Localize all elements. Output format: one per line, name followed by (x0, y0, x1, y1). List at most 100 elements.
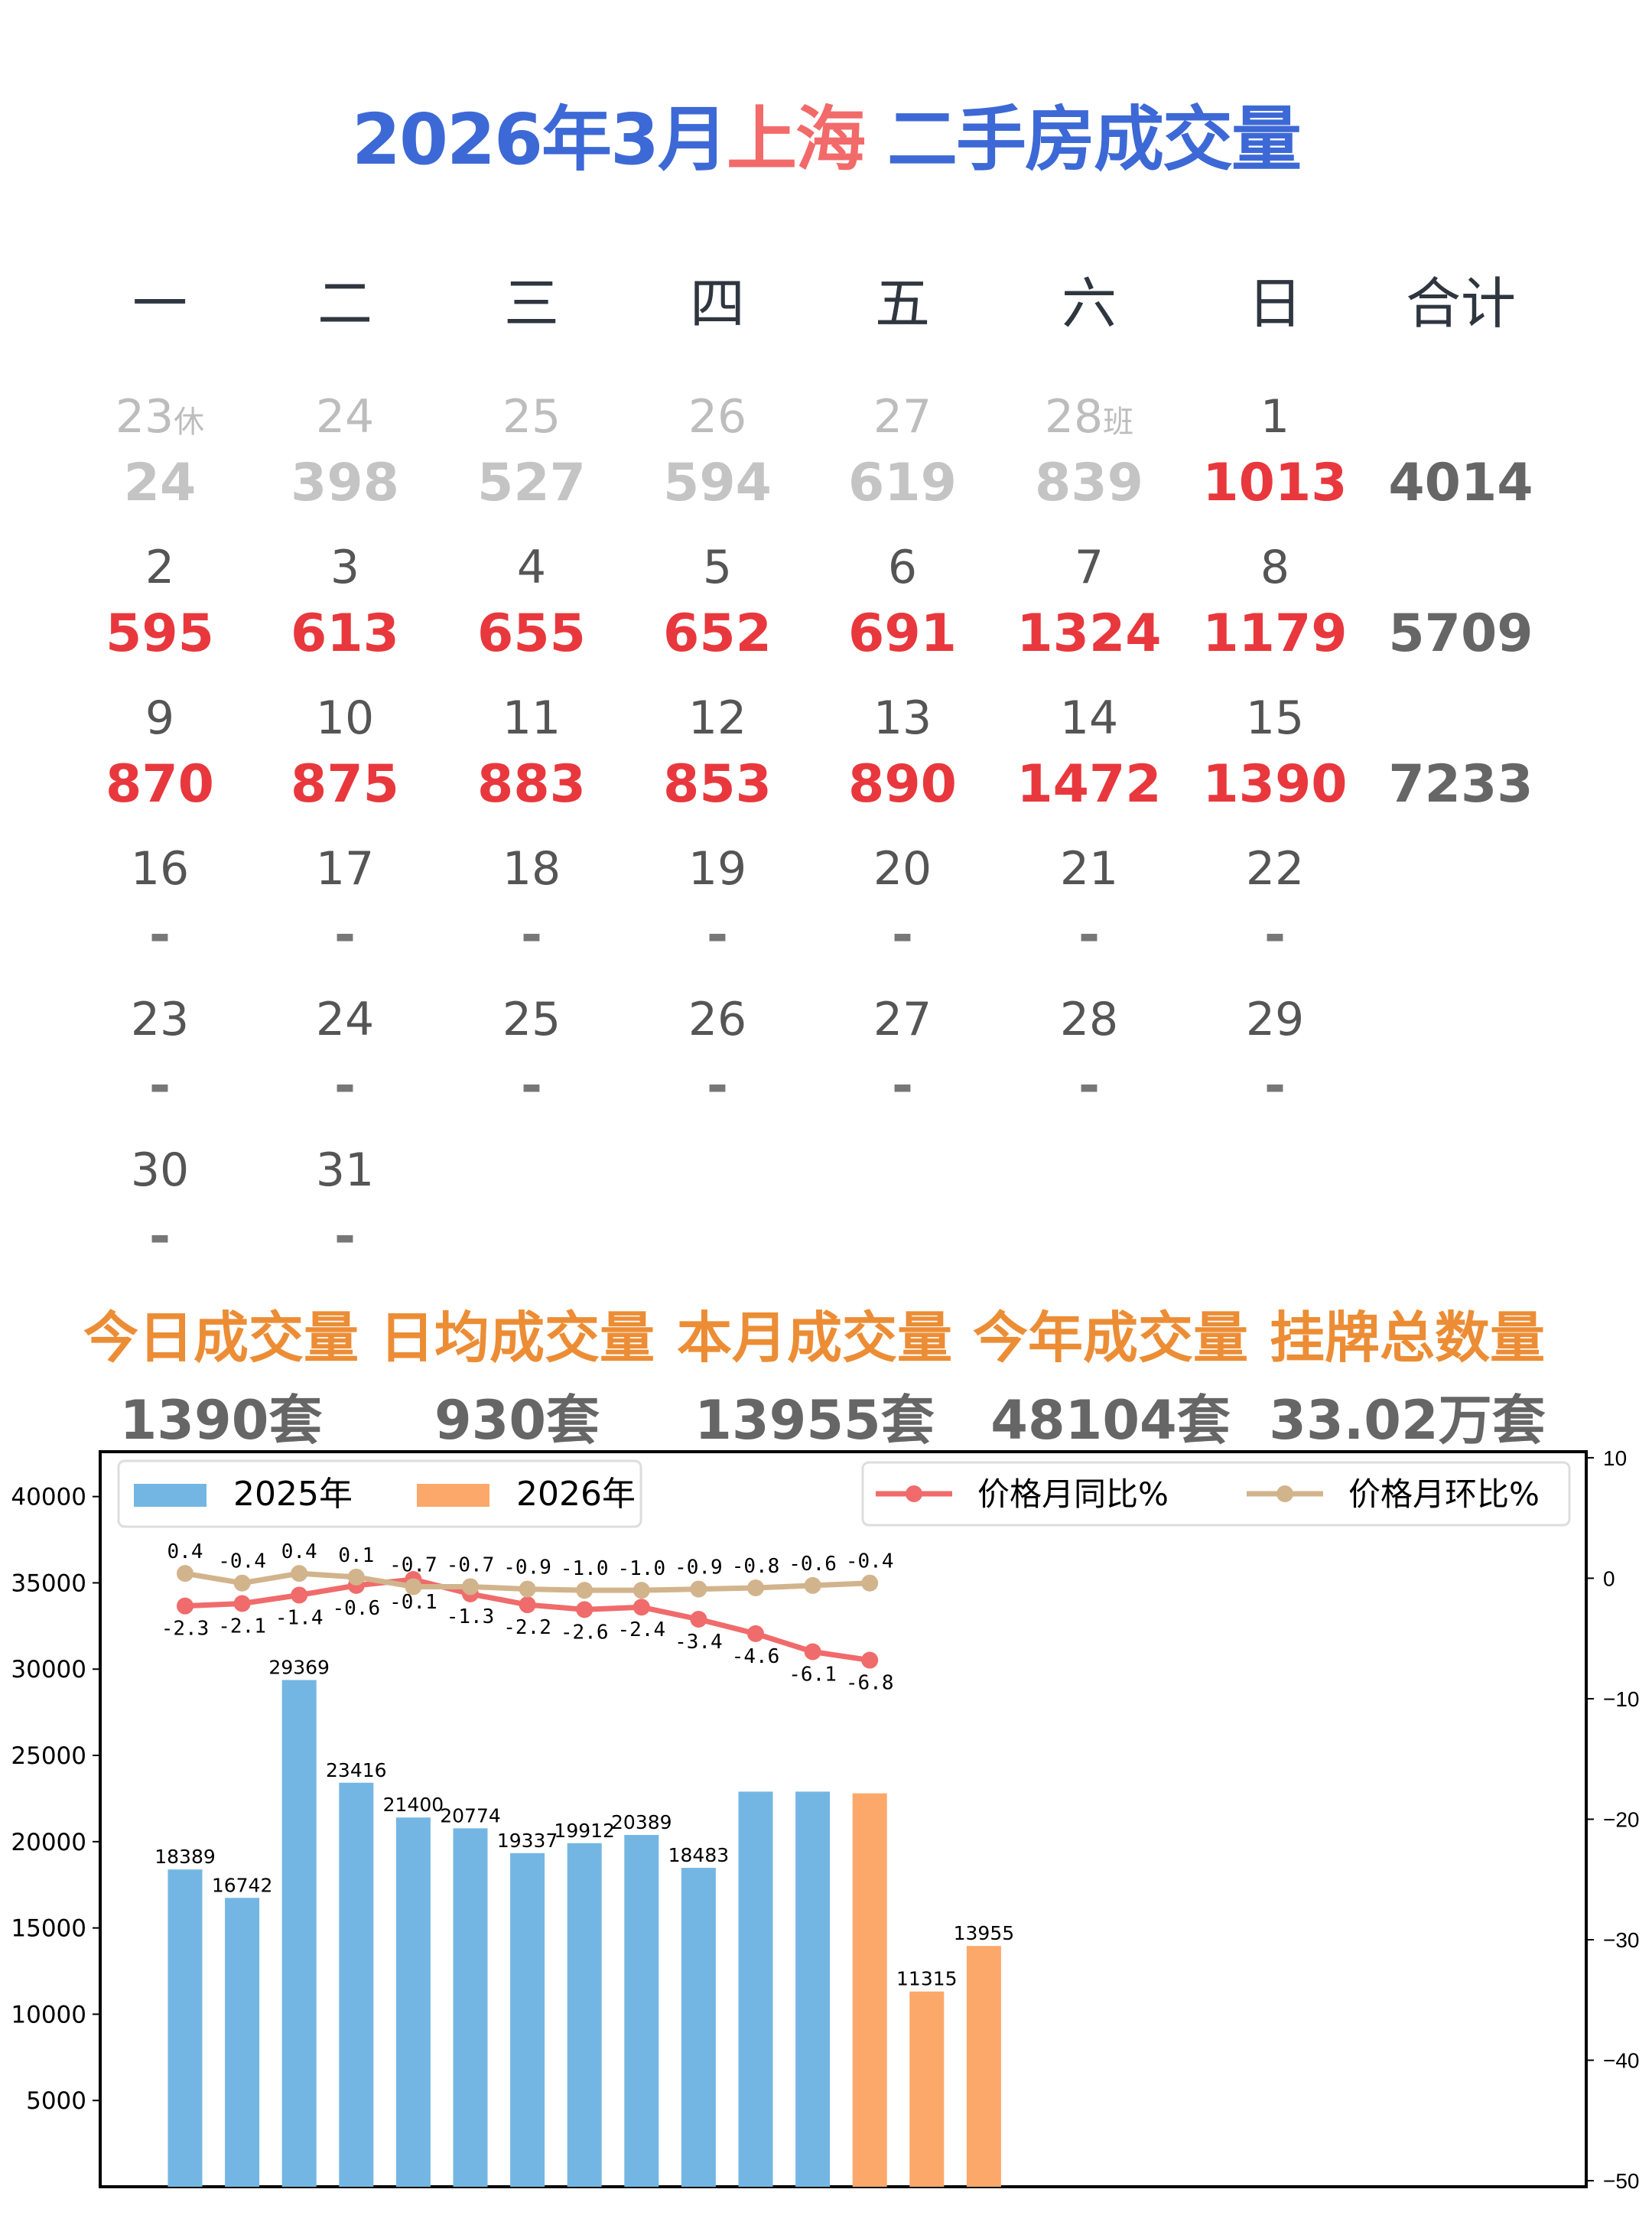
daily-volume: - (333, 1206, 356, 1267)
stat-4: 挂牌总数量 33.02万套 (1258, 1293, 1556, 1455)
stat-label: 日均成交量 (379, 1306, 655, 1370)
legend-label: 2026年 (516, 1475, 636, 1514)
stat-value: 1390套 (119, 1389, 323, 1452)
line-value-label: -0.9 (675, 1557, 723, 1579)
bar-value-label: 18389 (154, 1846, 216, 1868)
stat-value: 48104套 (990, 1389, 1231, 1452)
daily-volume: - (1263, 1056, 1286, 1116)
line-point (576, 1582, 593, 1599)
calendar-date: 23休 (68, 390, 252, 444)
calendar-date: 4 (440, 541, 623, 594)
daily-volume: - (148, 905, 171, 965)
date-number: 28 (1059, 993, 1119, 1046)
line-point (177, 1597, 193, 1615)
daily-volume: 1472 (1016, 754, 1162, 815)
date-number: 1 (1260, 390, 1290, 444)
weekday-header: 六 (1061, 272, 1117, 336)
date-number: 24 (315, 993, 375, 1046)
line-value-label: -0.4 (846, 1550, 894, 1573)
daily-volume: 839 (1035, 453, 1143, 513)
date-number: 31 (315, 1143, 375, 1197)
calendar-date: 21 (997, 842, 1181, 896)
calendar-date: 29 (1183, 993, 1367, 1046)
date-number: 9 (145, 691, 175, 745)
calendar-date: 28班 (997, 390, 1181, 444)
calendar-date: 10 (253, 691, 437, 745)
daily-volume: 595 (106, 603, 214, 664)
weekday-header: 四 (689, 272, 745, 336)
calendar-date: 28 (997, 993, 1181, 1046)
calendar-date: 24 (253, 993, 437, 1046)
bar-value-label: 13955 (954, 1922, 1015, 1944)
line-point (747, 1625, 764, 1642)
line-point (462, 1578, 479, 1596)
calendar-date: 3 (253, 541, 437, 594)
daily-volume: 853 (663, 754, 772, 815)
right-tick-label: −50 (1603, 2169, 1640, 2193)
bar-2025 (453, 1828, 488, 2187)
date-number: 15 (1245, 691, 1305, 745)
daily-volume: - (333, 905, 356, 965)
date-number: 11 (502, 691, 561, 745)
line-point (519, 1580, 536, 1598)
legend-swatch (417, 1484, 489, 1507)
line-value-label: -6.8 (846, 1672, 894, 1695)
weekday-header: 日 (1247, 272, 1302, 336)
line-point (347, 1568, 365, 1586)
calendar-date: 8 (1183, 541, 1367, 594)
date-number: 29 (1245, 993, 1305, 1046)
right-tick-label: 0 (1603, 1566, 1615, 1590)
daily-volume: 1324 (1016, 603, 1162, 664)
daily-volume: - (1263, 905, 1286, 965)
line-point (633, 1582, 650, 1599)
line-value-label: -1.0 (617, 1557, 665, 1580)
left-tick-label: 35000 (11, 1570, 86, 1597)
line-value-label: -0.7 (447, 1553, 495, 1576)
daily-volume: 691 (848, 603, 957, 664)
line-value-label: -0.8 (732, 1555, 780, 1578)
line-value-label: -0.6 (789, 1553, 837, 1576)
date-number: 25 (502, 390, 561, 444)
stat-label: 今日成交量 (83, 1306, 359, 1370)
daily-volume: - (1078, 1056, 1101, 1116)
bar-2026 (966, 1946, 1001, 2187)
date-number: 5 (702, 541, 733, 594)
date-number: 26 (688, 390, 747, 444)
date-number: 10 (315, 691, 375, 745)
daily-volume: 398 (291, 453, 399, 513)
line-value-label: -1.0 (561, 1557, 609, 1580)
left-tick-label: 30000 (11, 1656, 86, 1683)
daily-volume: 527 (477, 453, 586, 513)
calendar-date: 26 (626, 390, 809, 444)
daily-volume: 619 (848, 453, 957, 513)
date-number: 28 (1044, 390, 1104, 444)
daily-volume: 1390 (1202, 754, 1348, 815)
date-number: 23 (115, 390, 174, 444)
daily-volume: - (706, 1056, 729, 1116)
line-value-label: 0.4 (167, 1540, 203, 1563)
right-tick-label: 10 (1603, 1446, 1627, 1470)
bar-2025 (567, 1843, 602, 2187)
line-point (747, 1579, 764, 1597)
legend-label: 2025年 (233, 1475, 353, 1514)
daily-volume: 1013 (1202, 453, 1348, 513)
date-number: 6 (887, 541, 918, 594)
bar-value-label: 20389 (611, 1811, 672, 1833)
right-tick-label: −20 (1603, 1808, 1640, 1832)
left-tick-label: 20000 (11, 1829, 86, 1856)
date-number: 27 (873, 993, 932, 1046)
daily-volume: 652 (663, 603, 772, 664)
calendar-date: 22 (1183, 842, 1367, 896)
daily-volume: - (706, 905, 729, 965)
calendar-date: 30 (68, 1143, 252, 1197)
stat-label: 本月成交量 (676, 1306, 952, 1370)
bar-value-label: 23416 (326, 1759, 387, 1781)
line-value-label: -0.4 (218, 1550, 266, 1573)
daily-volume: - (891, 1056, 914, 1116)
stat-1: 日均成交量 930套 (368, 1293, 666, 1455)
bar-2025 (624, 1835, 659, 2187)
legend-label: 价格月环比% (1348, 1475, 1540, 1513)
calendar-date: 16 (68, 842, 252, 896)
line-value-label: -2.4 (617, 1618, 665, 1641)
weekday-header: 二 (317, 272, 372, 336)
